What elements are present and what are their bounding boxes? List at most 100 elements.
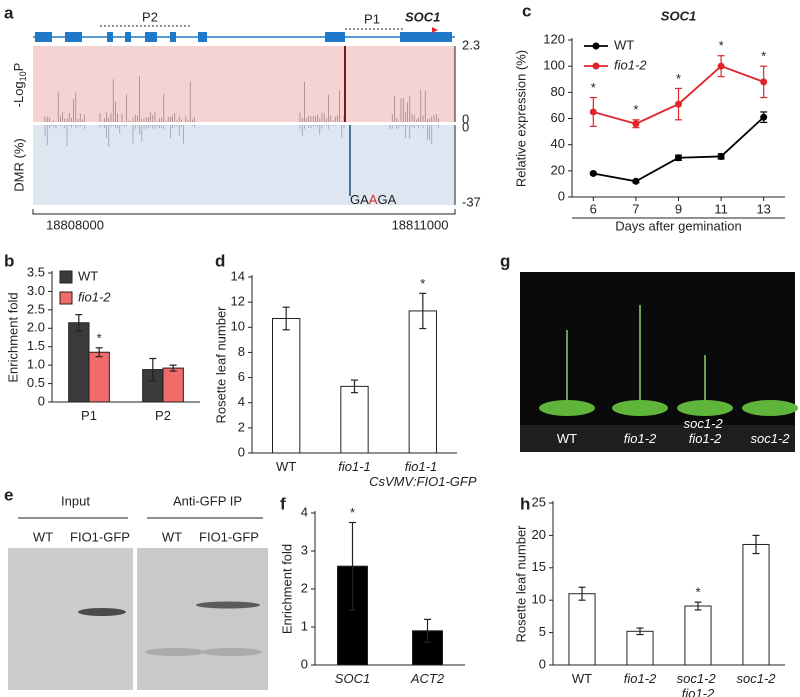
y-tick-label: 0 [558,188,565,203]
legend-label: WT [78,268,98,283]
plant-rosette [677,400,733,416]
error-bar [351,379,358,394]
gel-lane-label: WT [33,529,53,544]
label-part: 10 [18,71,28,81]
panel-label: g [500,251,510,270]
bar [340,385,369,454]
track-tick-label: 0 [462,111,469,126]
track-y-label: -Log10P [11,63,28,108]
x-tick-label: fio1-1 [338,459,371,474]
panel-label: e [4,485,13,504]
x-tick-label: SOC1 [335,671,370,686]
y-tick-label: 14 [231,268,245,283]
exon [107,32,113,42]
y-tick-label: 100 [543,58,565,73]
error-bar [75,314,83,332]
y-tick-label: 3 [301,542,308,557]
y-tick-label: 0 [539,656,546,671]
y-tick-label: 1.5 [27,338,45,353]
plant-label: fio1-2 [624,431,657,446]
x-tick-label: fio1-2 [624,671,657,686]
error-bar [752,534,760,555]
bar [68,322,90,403]
gel-lane-label: WT [162,529,182,544]
motif-part: GA [350,192,369,207]
x-tick-label: P2 [155,408,171,423]
y-tick-label: 4 [301,504,308,519]
y-tick-label: 3.0 [27,283,45,298]
plant-label: soc1-2 [750,431,790,446]
y-tick-label: 120 [543,31,565,46]
y-tick-label: 20 [532,527,546,542]
bar [626,630,654,666]
x-tick-label: 9 [675,201,682,216]
y-axis-label: Enrichment fold [279,544,294,634]
primer-label: P2 [142,9,158,24]
y-tick-label: 0 [301,656,308,671]
y-tick-label: 2.0 [27,320,45,335]
error-bar [424,618,431,643]
error-bar [636,627,644,636]
point [760,78,768,86]
track-tick-label: 2.3 [462,37,480,52]
motif-part: GA [377,192,396,207]
x-tick-label: soc1-2 fio1-2 [677,671,720,697]
exon [125,32,131,42]
gel-image [8,548,133,690]
y-tick-label: 2.5 [27,301,45,316]
plant-label: soc1-2 fio1-2 [684,416,727,446]
gel-band [78,608,126,616]
y-tick-label: 6 [238,369,245,384]
motif-part: A [369,192,378,207]
error-bar [694,601,702,611]
track-tick-label: 0 [462,119,469,134]
track-y-label: DMR (%) [11,138,26,191]
bar [742,543,770,666]
annotation: * [350,505,355,520]
annotation: * [695,585,700,600]
annotation: * [633,102,638,117]
panel-label: h [520,494,530,513]
gel-band [202,648,262,656]
annotation: * [97,330,102,345]
legend-label: fio1-2 [78,289,111,304]
error-bar [149,357,157,382]
gel-group-title: Anti-GFP IP [173,493,242,508]
y-axis-label: Enrichment fold [5,292,20,382]
x-tick-label: ACT2 [410,671,445,686]
legend-marker [592,62,600,70]
y-tick-label: 3.5 [27,264,45,279]
error-bar [349,521,356,611]
label-part: P [11,63,26,72]
y-tick-label: 2 [238,419,245,434]
error-bar [169,364,177,372]
point [632,177,640,185]
bar [568,593,596,666]
x-tick-label: P1 [81,408,97,423]
bar [88,351,110,403]
bar [162,367,184,403]
plant-label: WT [557,431,577,446]
motif: GAAGA [350,192,397,207]
gene-name: SOC1 [405,9,440,24]
point [589,108,597,116]
coordinate-bracket [32,209,456,215]
annotation: * [420,276,425,291]
track-tick-label: -37 [462,194,481,209]
x-tick-label: 6 [590,201,597,216]
point [675,100,682,108]
error-bar [419,292,427,330]
photo [520,272,795,452]
y-tick-label: 15 [532,559,546,574]
plant-rosette [612,400,668,416]
gel-image [137,548,268,690]
coordinate-label: 18808000 [46,217,104,232]
gel-band [145,648,205,656]
point [632,120,640,128]
plant-rosette [539,400,595,416]
y-tick-label: 10 [532,592,546,607]
y-tick-label: 4 [238,394,245,409]
y-tick-label: 1 [301,618,308,633]
y-tick-label: 25 [532,494,546,509]
